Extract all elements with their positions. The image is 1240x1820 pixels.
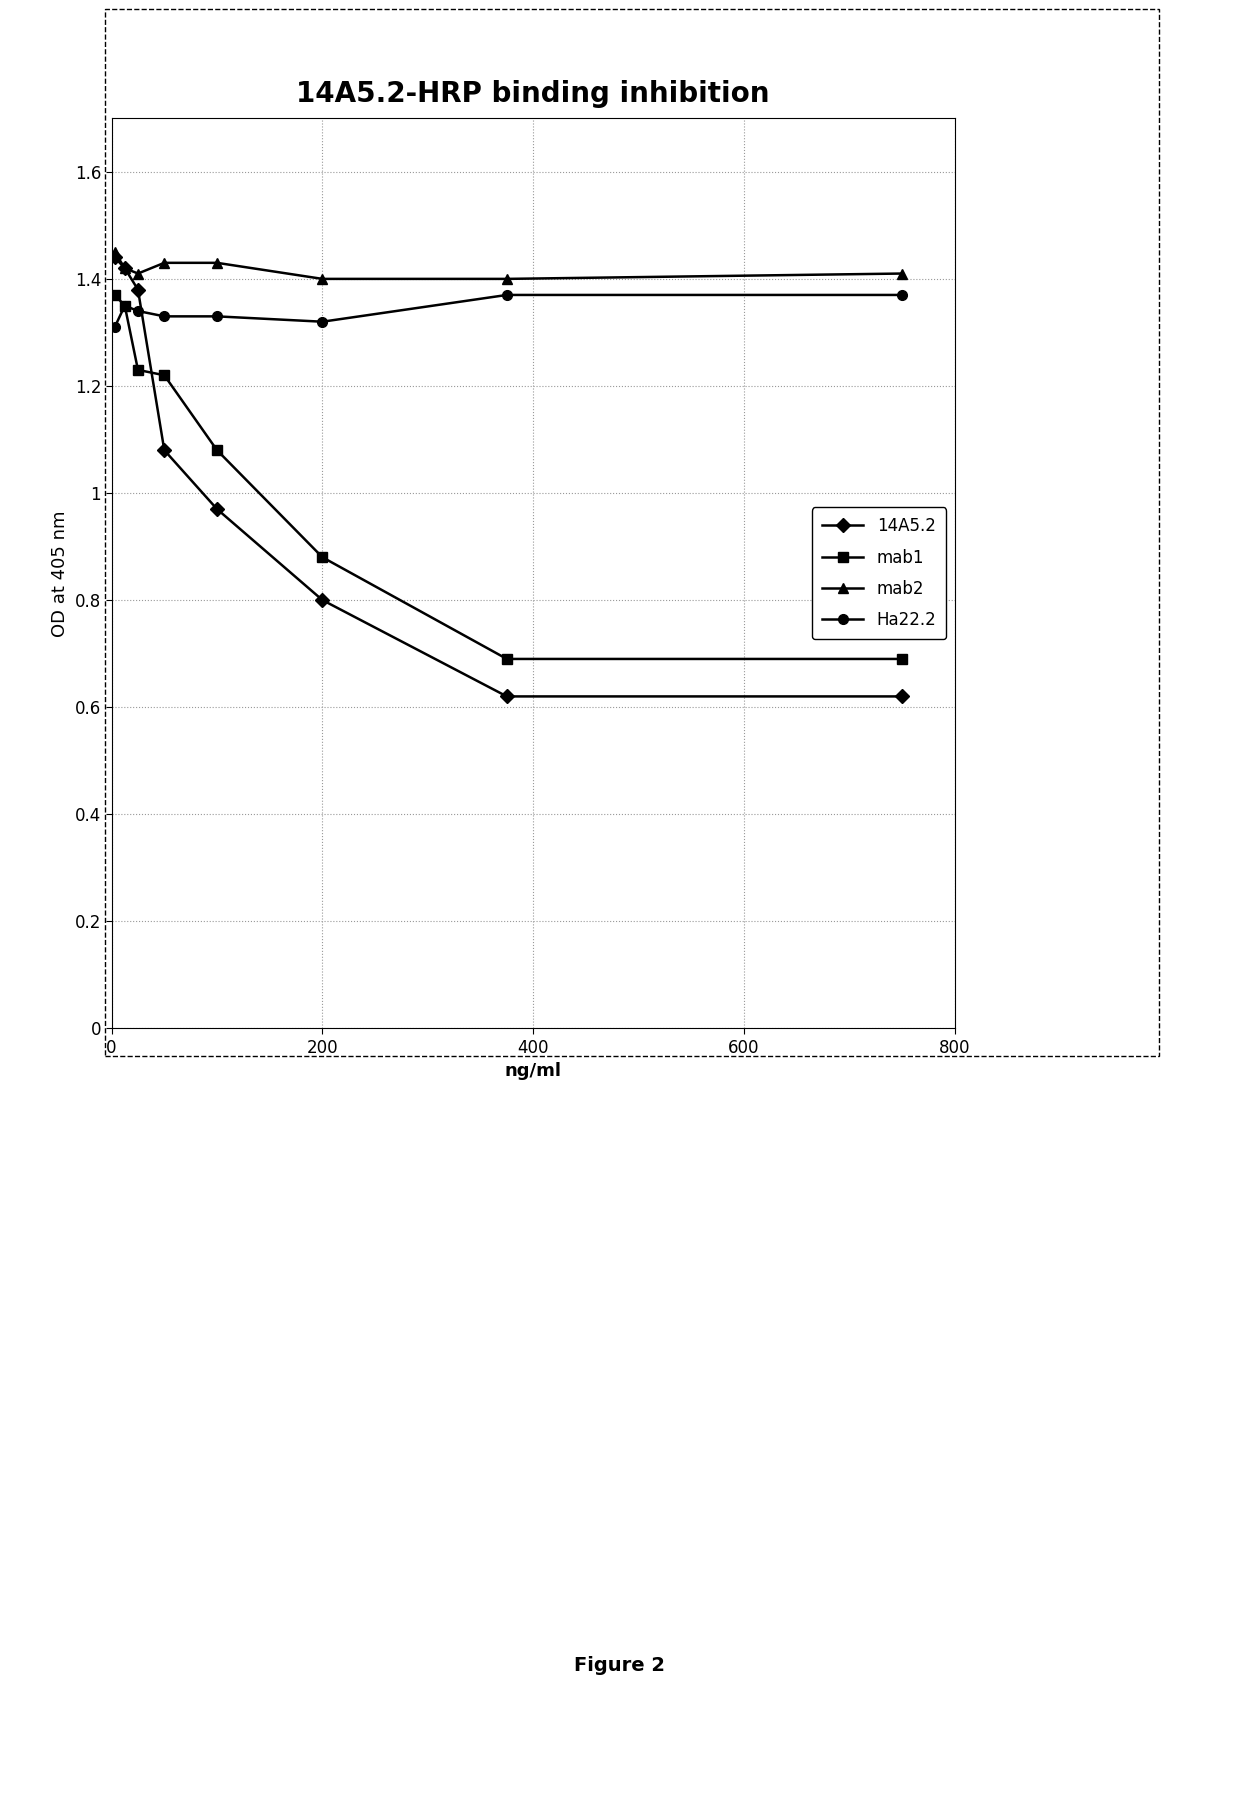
mab1	[118, 295, 133, 317]
14A5.2	[156, 439, 171, 460]
Ha22.2	[210, 306, 224, 328]
Line: Ha22.2: Ha22.2	[110, 289, 906, 331]
Line: 14A5.2: 14A5.2	[110, 253, 906, 701]
mab2	[500, 268, 515, 289]
Ha22.2	[130, 300, 145, 322]
14A5.2	[500, 686, 515, 708]
Line: mab1: mab1	[110, 289, 906, 664]
Text: Figure 2: Figure 2	[574, 1656, 666, 1674]
Ha22.2	[895, 284, 910, 306]
Ha22.2	[315, 311, 330, 333]
mab2	[156, 251, 171, 273]
mab1	[130, 359, 145, 380]
14A5.2	[108, 246, 123, 268]
mab2	[315, 268, 330, 289]
Ha22.2	[500, 284, 515, 306]
mab1	[156, 364, 171, 386]
mab2	[118, 257, 133, 278]
mab2	[895, 262, 910, 284]
mab1	[500, 648, 515, 670]
14A5.2	[895, 686, 910, 708]
14A5.2	[118, 257, 133, 278]
Legend: 14A5.2, mab1, mab2, Ha22.2: 14A5.2, mab1, mab2, Ha22.2	[812, 508, 946, 639]
mab1	[210, 439, 224, 460]
mab1	[108, 284, 123, 306]
Ha22.2	[108, 317, 123, 339]
Y-axis label: OD at 405 nm: OD at 405 nm	[51, 510, 69, 637]
Ha22.2	[118, 295, 133, 317]
14A5.2	[210, 499, 224, 521]
mab1	[315, 546, 330, 568]
X-axis label: ng/ml: ng/ml	[505, 1063, 562, 1081]
mab1	[895, 648, 910, 670]
mab2	[130, 262, 145, 284]
Ha22.2	[156, 306, 171, 328]
14A5.2	[130, 278, 145, 300]
mab2	[210, 251, 224, 273]
mab2	[108, 242, 123, 264]
Title: 14A5.2-HRP binding inhibition: 14A5.2-HRP binding inhibition	[296, 80, 770, 107]
14A5.2	[315, 590, 330, 612]
Line: mab2: mab2	[110, 248, 906, 284]
